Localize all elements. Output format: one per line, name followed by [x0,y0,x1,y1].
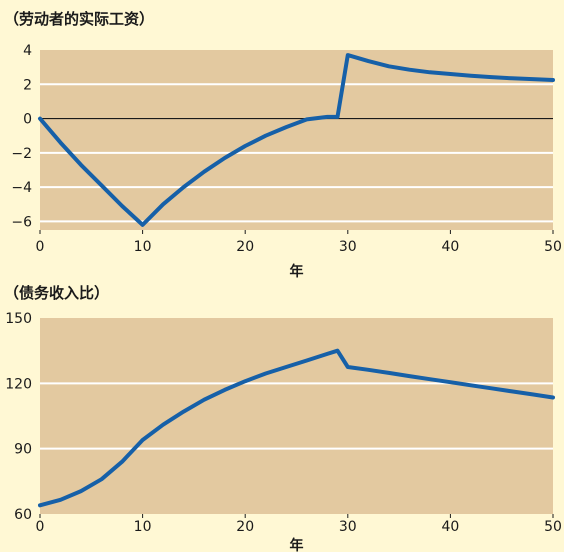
y-tick-label: 90 [14,442,32,458]
x-tick-label: 10 [134,239,152,255]
x-axis-label-debt-income: 年 [290,537,304,552]
x-tick-label: 40 [441,239,459,255]
x-tick-label: 0 [36,239,45,255]
y-tick-label: 120 [5,376,32,392]
series-debt-income [38,348,555,508]
panel-title-real-wage: （劳动者的实际工资） [4,10,154,28]
y-tick-label: 0 [23,112,32,128]
y-tick-label: 150 [5,311,32,327]
x-ticks-real-wage: 0 10 20 30 40 50 [36,230,562,255]
x-tick-label: 0 [36,519,45,535]
x-tick-label: 50 [544,239,562,255]
chart-panel-debt-income: （债务收入比） 150 120 90 60 0 10 20 30 40 50 年 [4,284,562,552]
series-line-0 [38,348,555,508]
grid-real-wage [40,83,553,223]
y-tick-label: −2 [11,146,32,162]
y-tick-label: 4 [23,43,32,59]
x-tick-label: 20 [236,239,254,255]
plot-area-real-wage [40,50,553,230]
x-tick-label: 10 [134,519,152,535]
x-tick-label: 30 [339,239,357,255]
y-tick-label: 2 [23,77,32,93]
y-tick-label: 60 [14,507,32,523]
plot-area-debt-income [40,318,553,514]
x-ticks-debt-income: 0 10 20 30 40 50 [36,514,562,535]
series-real-wage [38,53,555,227]
y-ticks-debt-income: 150 120 90 60 [5,311,32,523]
series-line-0 [38,53,555,227]
x-tick-label: 50 [544,519,562,535]
panel-title-debt-income: （债务收入比） [4,284,109,302]
y-ticks-real-wage: 4 2 0 −2 −4 −6 [11,43,32,230]
y-tick-label: −6 [11,214,32,230]
x-tick-label: 40 [441,519,459,535]
x-axis-label-real-wage: 年 [290,263,304,280]
y-tick-label: −4 [11,180,32,196]
x-tick-label: 30 [339,519,357,535]
x-tick-label: 20 [236,519,254,535]
chart-panel-real-wage: （劳动者的实际工资） 420−2−4−6 0 10 20 30 40 50 年 [4,10,562,280]
